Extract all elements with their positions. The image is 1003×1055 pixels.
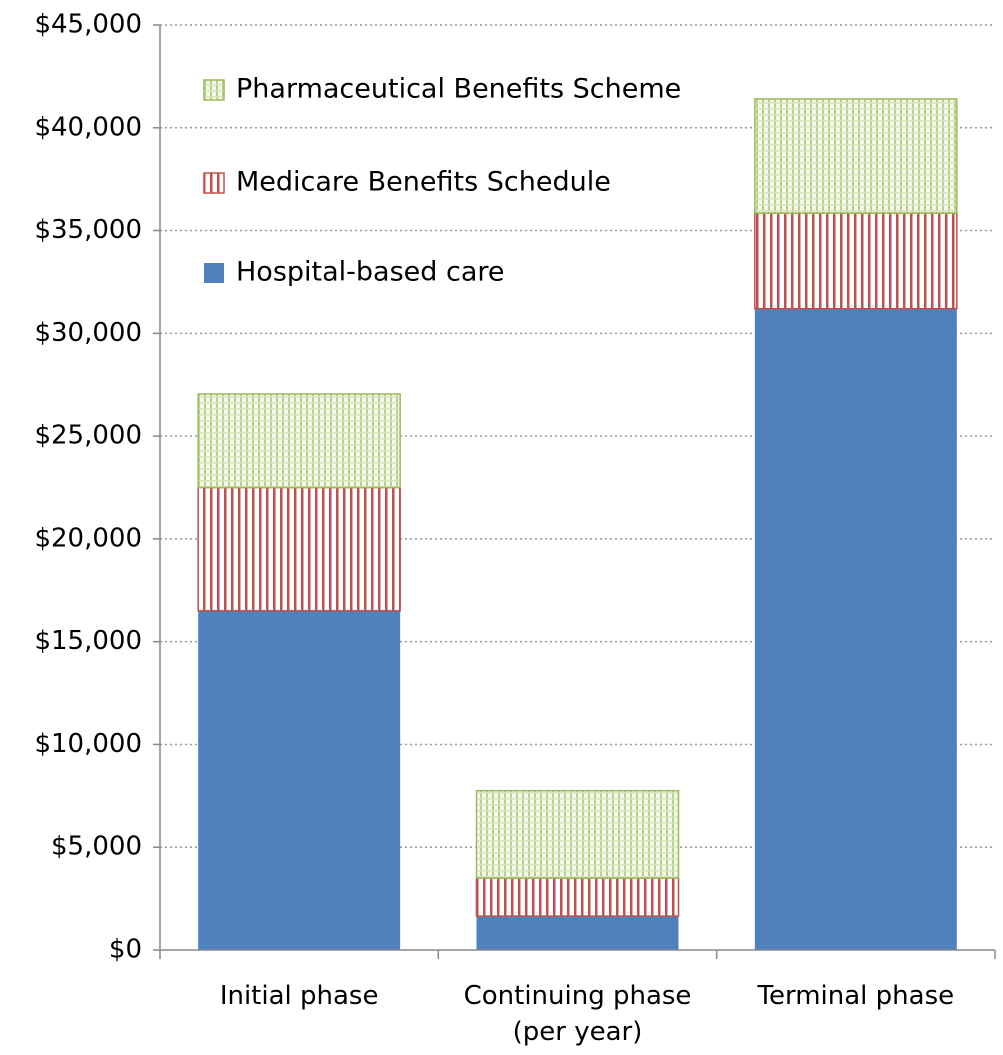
y-tick-label: $10,000 (34, 729, 142, 759)
y-tick-label: $0 (109, 935, 142, 965)
bar-segment (754, 212, 958, 310)
bar-segment (197, 486, 401, 612)
y-tick-label: $35,000 (34, 215, 142, 245)
bar-segment (476, 916, 679, 950)
y-tick-label: $25,000 (34, 421, 142, 451)
bar-segment (475, 877, 680, 917)
y-tick-label: $30,000 (34, 318, 142, 348)
x-tick-label: Continuing phase (per year) (463, 981, 692, 1047)
bar-segment (198, 610, 401, 950)
bar-segment (754, 308, 957, 951)
x-tick-label: Terminal phase (757, 981, 955, 1011)
x-tick-label: Initial phase (219, 981, 379, 1011)
y-tick-label: $40,000 (34, 112, 142, 142)
bar-segment (754, 98, 958, 214)
legend-swatch (204, 263, 224, 283)
y-tick-label: $15,000 (34, 626, 142, 656)
legend-swatch (203, 172, 225, 194)
y-tick-label: $20,000 (34, 523, 142, 553)
y-tick-label: $5,000 (51, 832, 142, 862)
legend-label: Medicare Benefits Schedule (236, 167, 611, 198)
legend-label: Pharmaceutical Benefits Scheme (236, 74, 681, 105)
legend-swatch (203, 79, 225, 101)
bar-segment (197, 393, 401, 489)
legend-label: Hospital-based care (236, 257, 505, 288)
bar-segment (475, 789, 680, 879)
y-tick-label: $45,000 (34, 10, 142, 40)
